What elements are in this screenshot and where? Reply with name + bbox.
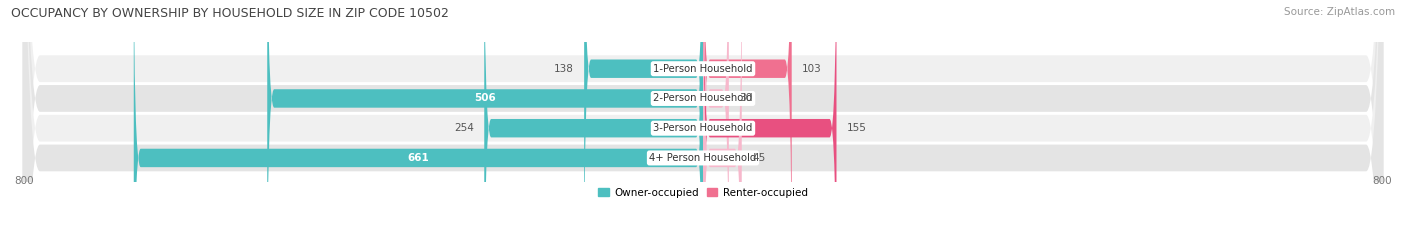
FancyBboxPatch shape [22, 0, 1384, 233]
Text: Source: ZipAtlas.com: Source: ZipAtlas.com [1284, 7, 1395, 17]
Text: 45: 45 [752, 153, 765, 163]
Text: 4+ Person Household: 4+ Person Household [650, 153, 756, 163]
Text: 138: 138 [554, 64, 574, 74]
Text: 1-Person Household: 1-Person Household [654, 64, 752, 74]
Text: 800: 800 [14, 176, 34, 186]
Text: 155: 155 [846, 123, 866, 133]
Text: 661: 661 [408, 153, 429, 163]
Legend: Owner-occupied, Renter-occupied: Owner-occupied, Renter-occupied [595, 183, 811, 202]
FancyBboxPatch shape [703, 0, 837, 233]
FancyBboxPatch shape [703, 0, 742, 233]
Text: 103: 103 [801, 64, 821, 74]
FancyBboxPatch shape [267, 0, 703, 233]
FancyBboxPatch shape [703, 0, 792, 233]
FancyBboxPatch shape [22, 0, 1384, 233]
Text: 254: 254 [454, 123, 474, 133]
FancyBboxPatch shape [22, 0, 1384, 233]
FancyBboxPatch shape [484, 0, 703, 233]
Text: 506: 506 [474, 93, 496, 103]
Text: 800: 800 [1372, 176, 1392, 186]
Text: 2-Person Household: 2-Person Household [654, 93, 752, 103]
FancyBboxPatch shape [22, 0, 1384, 233]
FancyBboxPatch shape [134, 0, 703, 233]
FancyBboxPatch shape [583, 0, 703, 233]
Text: 3-Person Household: 3-Person Household [654, 123, 752, 133]
Text: 30: 30 [740, 93, 752, 103]
FancyBboxPatch shape [703, 0, 728, 233]
Text: OCCUPANCY BY OWNERSHIP BY HOUSEHOLD SIZE IN ZIP CODE 10502: OCCUPANCY BY OWNERSHIP BY HOUSEHOLD SIZE… [11, 7, 449, 20]
